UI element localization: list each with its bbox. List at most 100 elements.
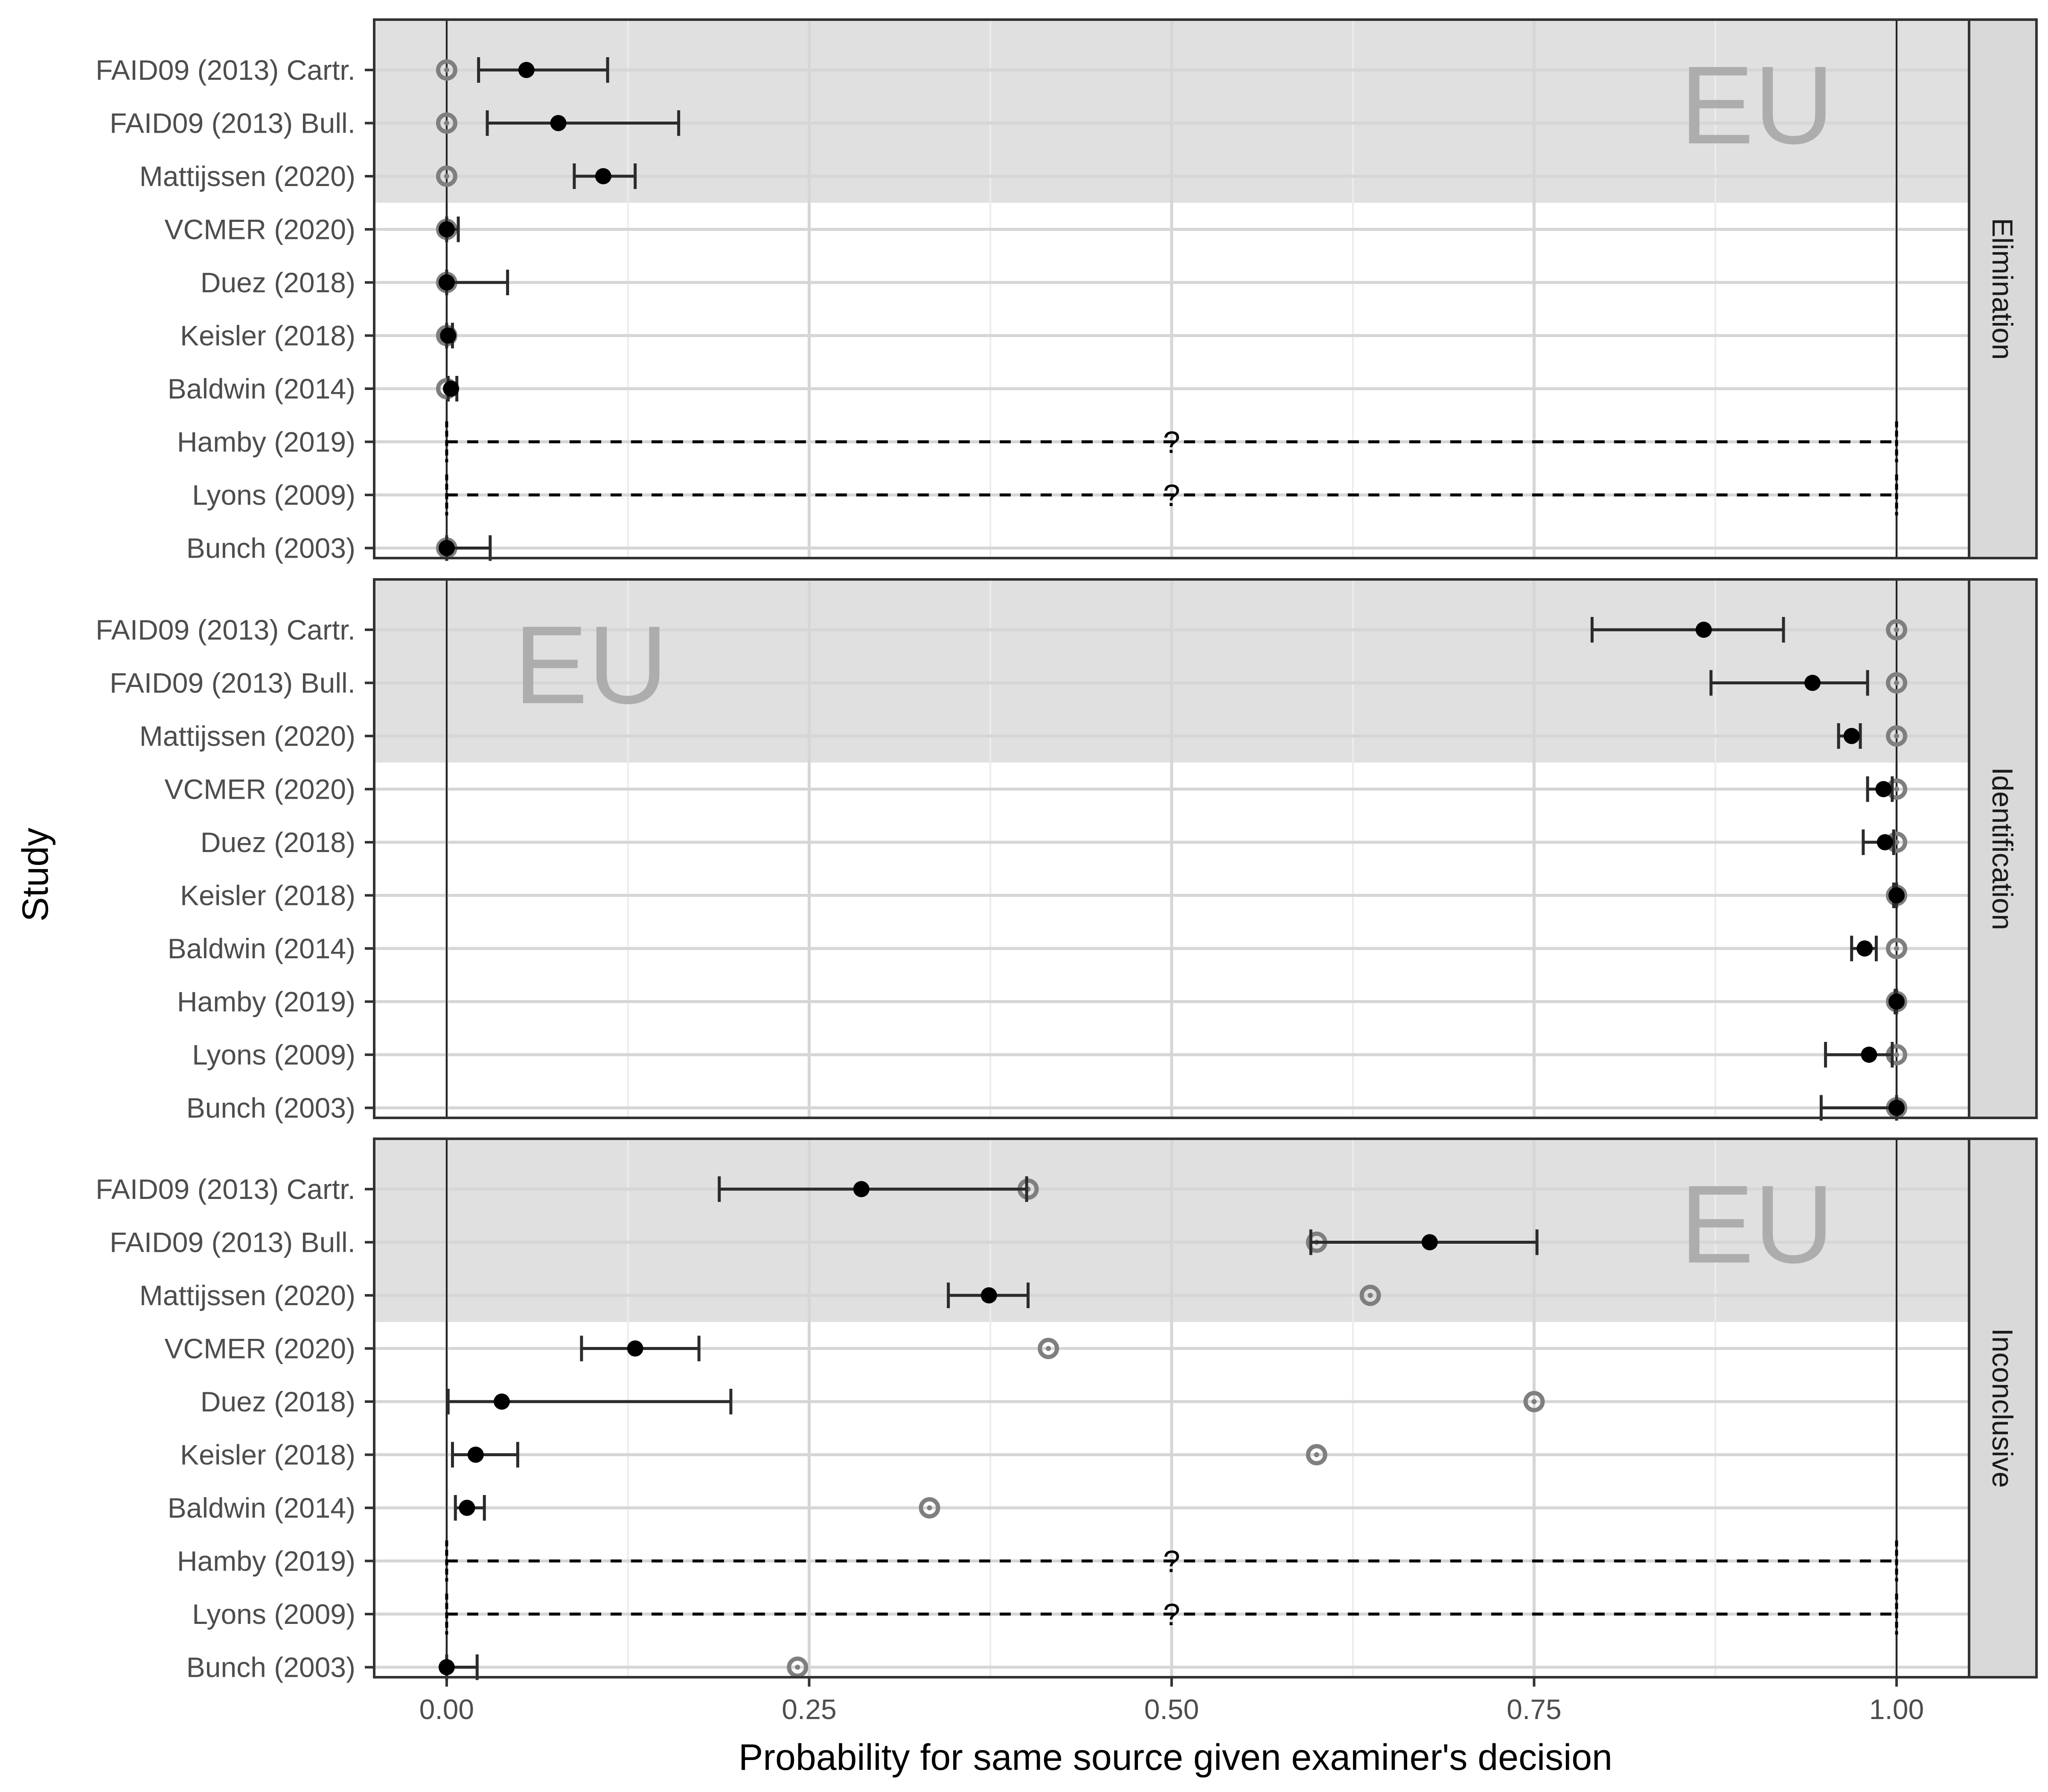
- x-axis: 0.00 0.25 0.50 0.75 1.00: [419, 1677, 1924, 1725]
- reference-center: [1314, 1452, 1319, 1457]
- y-tick-label: VCMER (2020): [165, 1333, 355, 1364]
- reference-ring: [1886, 725, 1908, 747]
- reference-center: [1894, 786, 1900, 792]
- y-tick-label: Hamby (2019): [177, 426, 355, 458]
- point-estimate: [627, 1340, 643, 1357]
- y-tick-label: FAID09 (2013) Bull.: [110, 108, 355, 139]
- reference-center: [444, 120, 449, 126]
- point-estimate: [459, 1500, 475, 1516]
- y-tick-label: VCMER (2020): [165, 214, 355, 245]
- point-estimate: [443, 381, 460, 397]
- panel-elimination: EU FAID09 (2013) Cartr. FAID09 (2013) Bull…: [96, 18, 2038, 564]
- y-tick-label: Bunch (2003): [186, 1092, 355, 1124]
- y-tick-label: Bunch (2003): [186, 532, 355, 564]
- y-tick-label: Baldwin (2014): [168, 373, 355, 404]
- facet-strip: [1968, 1137, 2038, 1679]
- y-tick-label: Duez (2018): [201, 826, 355, 858]
- x-tick-label: 0.25: [782, 1693, 836, 1725]
- reference-center: [1046, 1346, 1051, 1351]
- reference-center: [444, 174, 449, 179]
- point-estimate: [1843, 728, 1860, 744]
- point-estimate: [1696, 622, 1712, 638]
- eu-label: EU: [1680, 1163, 1834, 1286]
- x-tick-label: 0.75: [1507, 1693, 1561, 1725]
- reference-center: [444, 67, 449, 73]
- reference-ring: [1886, 619, 1908, 640]
- reference-ring: [436, 166, 457, 187]
- y-tick-label: Hamby (2019): [177, 1545, 355, 1577]
- point-estimate: [438, 274, 455, 291]
- reference-ring: [1359, 1285, 1381, 1306]
- reference-center: [1894, 680, 1900, 686]
- reference-ring: [1306, 1444, 1327, 1466]
- point-estimate: [853, 1181, 870, 1197]
- y-tick-label: Baldwin (2014): [168, 933, 355, 964]
- reference-ring: [1523, 1391, 1545, 1412]
- reference-ring: [787, 1656, 809, 1678]
- x-tick-label: 0.00: [419, 1693, 474, 1725]
- point-estimate: [467, 1446, 484, 1463]
- y-tick-label: Duez (2018): [201, 1386, 355, 1417]
- unknown-marker: ?: [1163, 479, 1180, 513]
- reference-ring: [1886, 938, 1908, 959]
- point-estimate: [440, 327, 457, 344]
- y-axis-title: Study: [15, 828, 56, 922]
- point-estimate: [550, 115, 567, 131]
- facet-strip: [1968, 578, 2038, 1119]
- reference-ring: [1886, 672, 1908, 694]
- point-estimate: [518, 62, 535, 78]
- reference-ring: [919, 1497, 940, 1519]
- reference-center: [1367, 1293, 1373, 1298]
- y-tick-label: Keisler (2018): [180, 1439, 355, 1471]
- reference-center: [1894, 946, 1900, 951]
- y-tick-label: Mattijssen (2020): [140, 720, 355, 752]
- y-tick-label: Bunch (2003): [186, 1652, 355, 1683]
- reference-ring: [436, 59, 457, 81]
- reference-center: [1894, 733, 1900, 739]
- panel-identification: EU FAID09 (2013) Cartr. FAID09 (2013) Bull…: [96, 578, 2038, 1124]
- facet-label: Elimination: [1986, 218, 2019, 360]
- panels-layer: EU FAID09 (2013) Cartr. FAID09 (2013) Bull…: [96, 18, 2038, 1683]
- y-tick-label: Hamby (2019): [177, 986, 355, 1018]
- y-tick-label: FAID09 (2013) Cartr.: [96, 614, 355, 646]
- panel-inconclusive: EU FAID09 (2013) Cartr. FAID09 (2013) Bull…: [96, 1137, 2038, 1683]
- point-estimate: [1888, 1100, 1905, 1116]
- point-estimate: [1888, 993, 1905, 1010]
- reference-center: [1531, 1399, 1537, 1404]
- y-tick-label: Keisler (2018): [180, 880, 355, 911]
- facet-label: Identification: [1986, 767, 2019, 930]
- y-tick-label: Lyons (2009): [192, 1598, 355, 1630]
- point-estimate: [1804, 675, 1821, 691]
- y-tick-label: Lyons (2009): [192, 479, 355, 511]
- y-tick-label: FAID09 (2013) Bull.: [110, 1227, 355, 1258]
- point-estimate: [438, 1659, 455, 1676]
- unknown-marker: ?: [1163, 1598, 1180, 1632]
- point-estimate: [1875, 781, 1892, 797]
- reference-ring: [1038, 1338, 1059, 1359]
- reference-center: [1894, 840, 1900, 845]
- point-estimate: [1888, 887, 1905, 904]
- point-estimate: [1876, 834, 1893, 850]
- eu-label: EU: [514, 603, 668, 727]
- point-estimate: [595, 168, 611, 184]
- y-tick-label: Mattijssen (2020): [140, 1280, 355, 1311]
- x-axis-title: Probability for same source given examin…: [739, 1737, 1612, 1778]
- y-tick-label: Lyons (2009): [192, 1039, 355, 1071]
- point-estimate: [1421, 1234, 1438, 1251]
- y-tick-label: FAID09 (2013) Cartr.: [96, 1173, 355, 1205]
- unknown-marker: ?: [1163, 1545, 1180, 1579]
- facet-strip: [1968, 18, 2038, 559]
- y-tick-label: Keisler (2018): [180, 320, 355, 352]
- y-tick-label: FAID09 (2013) Cartr.: [96, 54, 355, 86]
- point-estimate: [438, 221, 455, 238]
- facet-label: Inconclusive: [1986, 1328, 2019, 1488]
- unknown-marker: ?: [1163, 426, 1180, 460]
- reference-ring: [436, 112, 457, 134]
- point-estimate: [980, 1287, 997, 1303]
- reference-center: [927, 1505, 932, 1510]
- point-estimate: [494, 1393, 510, 1410]
- eu-label: EU: [1680, 44, 1834, 167]
- y-tick-label: VCMER (2020): [165, 774, 355, 805]
- x-tick-label: 0.50: [1144, 1693, 1199, 1725]
- y-tick-label: Mattijssen (2020): [140, 160, 355, 192]
